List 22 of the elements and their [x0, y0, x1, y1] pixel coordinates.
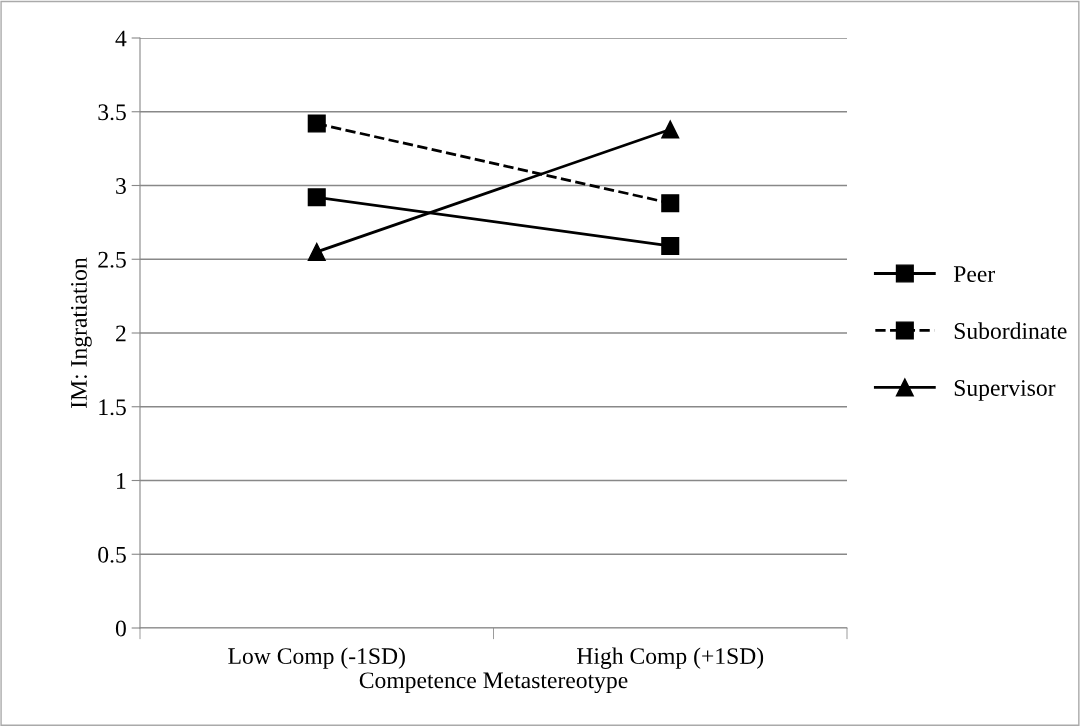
- point: [661, 236, 680, 256]
- y-tick-label: 4: [115, 30, 127, 47]
- point: [307, 188, 326, 207]
- y-tick-label: 1.5: [99, 399, 126, 416]
- y-tick-label: 0.5: [98, 546, 126, 563]
- legend-label: Supervisor: [954, 380, 1056, 401]
- x-tick-label: Low Comp (-1SD): [228, 647, 405, 669]
- x-tick-label: High Comp (+1SD): [577, 647, 764, 669]
- point: [307, 114, 326, 133]
- y-tick-label: 3.5: [98, 104, 126, 121]
- y-tick-label: 2.5: [98, 251, 126, 268]
- y-axis-title: IM: Ingratiation: [71, 257, 92, 408]
- legend-label: Subordinate: [954, 322, 1067, 339]
- y-tick-label: 0: [115, 620, 126, 637]
- x-axis-title: Competence Metastereotype: [359, 672, 628, 694]
- point: [307, 242, 326, 261]
- legend-label: Peer: [953, 266, 995, 283]
- point: [661, 120, 680, 139]
- point: [661, 194, 680, 213]
- y-tick-label: 1: [117, 473, 126, 489]
- y-tick-label: 3: [116, 178, 126, 194]
- y-tick-label: 2: [116, 325, 126, 342]
